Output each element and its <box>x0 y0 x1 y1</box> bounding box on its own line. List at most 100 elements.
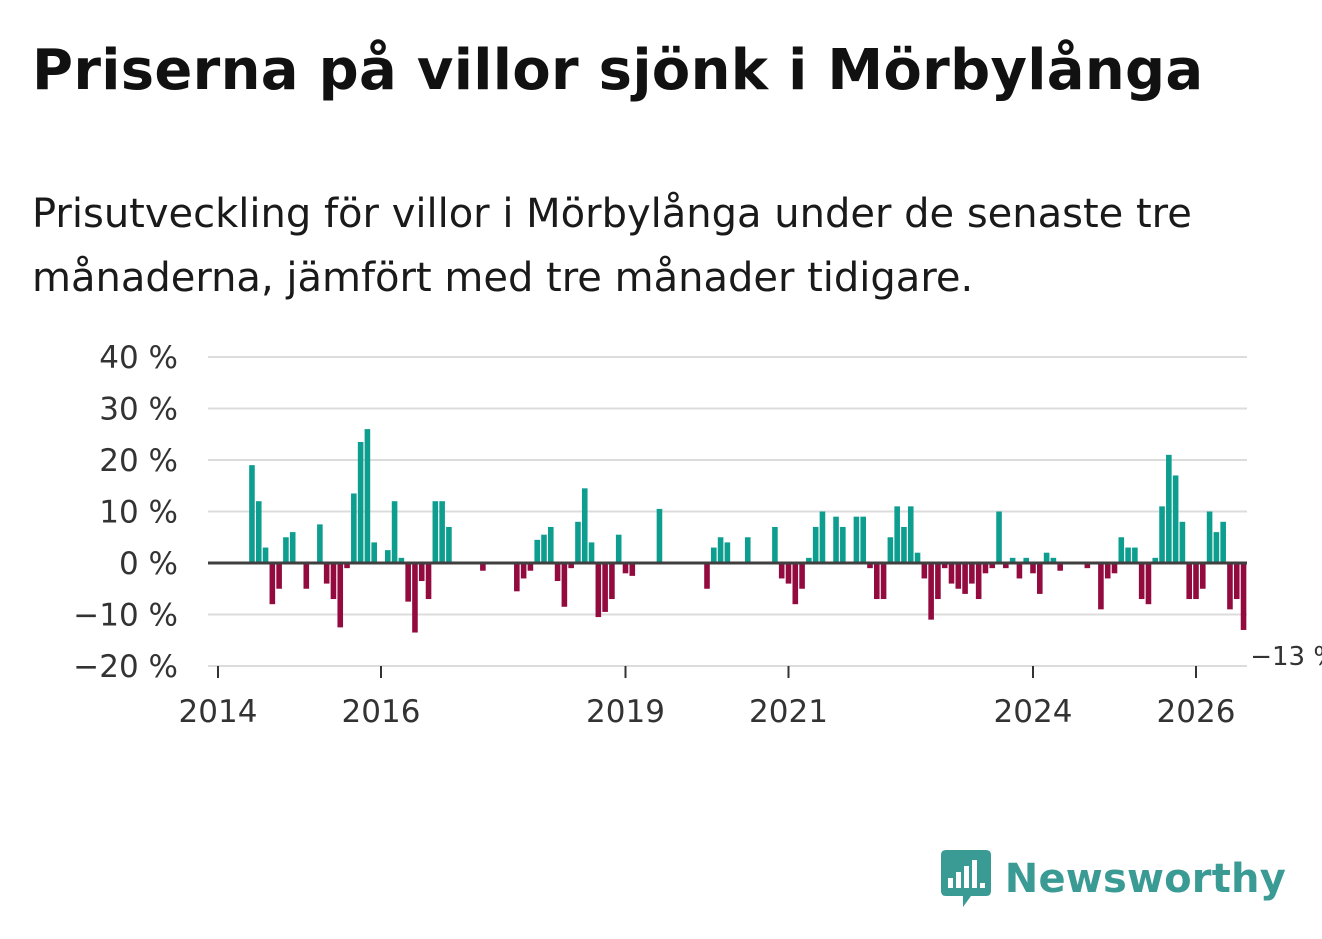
x-tick-label: 2019 <box>586 694 665 730</box>
bar <box>785 563 792 584</box>
bar <box>907 506 914 563</box>
bar <box>514 563 520 592</box>
bar <box>357 441 364 563</box>
bar <box>581 488 588 563</box>
bar <box>880 563 887 600</box>
bar <box>262 547 269 563</box>
bar <box>622 563 629 574</box>
bar <box>337 563 344 628</box>
bar <box>962 563 968 594</box>
bar <box>432 501 439 563</box>
bar <box>568 563 574 569</box>
bar <box>887 537 894 563</box>
bar <box>840 526 846 563</box>
bar <box>1193 563 1199 600</box>
bar <box>1043 552 1050 563</box>
bar <box>1132 547 1138 563</box>
bar <box>894 506 900 563</box>
bar <box>704 563 710 589</box>
bar <box>418 563 425 582</box>
bar <box>710 547 717 563</box>
bar <box>799 563 805 589</box>
y-axis-labels: 40 % 30 % 20 % 10 % 0 % −10 % −20 % <box>73 340 178 685</box>
bar <box>833 516 839 563</box>
x-axis: 2014 2016 2019 2021 2024 2026 <box>179 666 1235 730</box>
bar <box>1111 563 1118 574</box>
bar <box>928 563 934 620</box>
bar <box>391 501 398 563</box>
x-tick-label: 2014 <box>179 694 258 730</box>
bar <box>778 563 785 579</box>
bar <box>629 563 636 576</box>
bar <box>1104 563 1111 579</box>
y-tick-label: −20 % <box>73 649 178 685</box>
bar <box>1159 506 1165 563</box>
x-tick-label: 2024 <box>994 694 1073 730</box>
grid-lines <box>208 356 1247 667</box>
newsworthy-logo: Newsworthy <box>940 850 1286 908</box>
chart-subtitle: Prisutveckling för villor i Mörbylånga u… <box>32 191 1192 301</box>
bar <box>744 537 751 563</box>
bar <box>351 493 357 563</box>
bar <box>969 563 975 584</box>
bar <box>1084 563 1091 569</box>
bar <box>941 563 948 569</box>
bar <box>269 563 276 605</box>
bar <box>1118 537 1125 563</box>
bar <box>1003 563 1009 569</box>
bar <box>398 557 405 563</box>
bar <box>1023 557 1030 563</box>
bar <box>575 521 581 563</box>
y-tick-label: 40 % <box>99 340 178 376</box>
bar <box>602 563 608 612</box>
bar <box>792 563 799 605</box>
bar <box>1009 557 1016 563</box>
bar <box>982 563 989 574</box>
bar <box>1030 563 1036 574</box>
bar <box>615 534 622 563</box>
bar <box>1172 475 1179 563</box>
bar <box>1227 563 1233 610</box>
bar <box>439 501 445 563</box>
bar <box>384 550 391 563</box>
annotations: −13 % <box>1250 642 1322 672</box>
y-tick-label: 30 % <box>99 392 178 428</box>
bar <box>717 537 724 563</box>
bar <box>588 542 595 563</box>
bar <box>1199 563 1206 589</box>
bar <box>317 524 323 563</box>
bar <box>405 563 411 602</box>
bar <box>541 534 547 563</box>
bar <box>289 532 296 563</box>
bar <box>1233 563 1240 600</box>
bar <box>901 526 907 563</box>
bar <box>656 508 663 563</box>
bar <box>561 563 568 607</box>
bar <box>853 516 860 563</box>
bar <box>1220 521 1226 563</box>
bar <box>948 563 955 584</box>
chart-title: Priserna på villor sjönk i Mörbylånga <box>32 38 1204 103</box>
bars <box>249 429 1247 633</box>
bar <box>1166 454 1172 563</box>
bar <box>812 526 819 563</box>
y-tick-label: 10 % <box>99 495 178 531</box>
bar <box>527 563 534 571</box>
x-tick-label: 2016 <box>342 694 421 730</box>
bar <box>867 563 873 569</box>
bar <box>547 526 554 563</box>
bar <box>1213 532 1220 563</box>
bar <box>806 557 812 563</box>
bar <box>955 563 962 589</box>
bar <box>1152 557 1159 563</box>
bar <box>1145 563 1152 605</box>
x-tick-label: 2021 <box>749 694 828 730</box>
bar <box>921 563 928 579</box>
bar <box>772 526 778 563</box>
y-tick-label: 20 % <box>99 443 178 479</box>
bar <box>425 563 432 600</box>
bar <box>446 526 452 563</box>
bar <box>520 563 527 579</box>
bar <box>303 563 310 589</box>
